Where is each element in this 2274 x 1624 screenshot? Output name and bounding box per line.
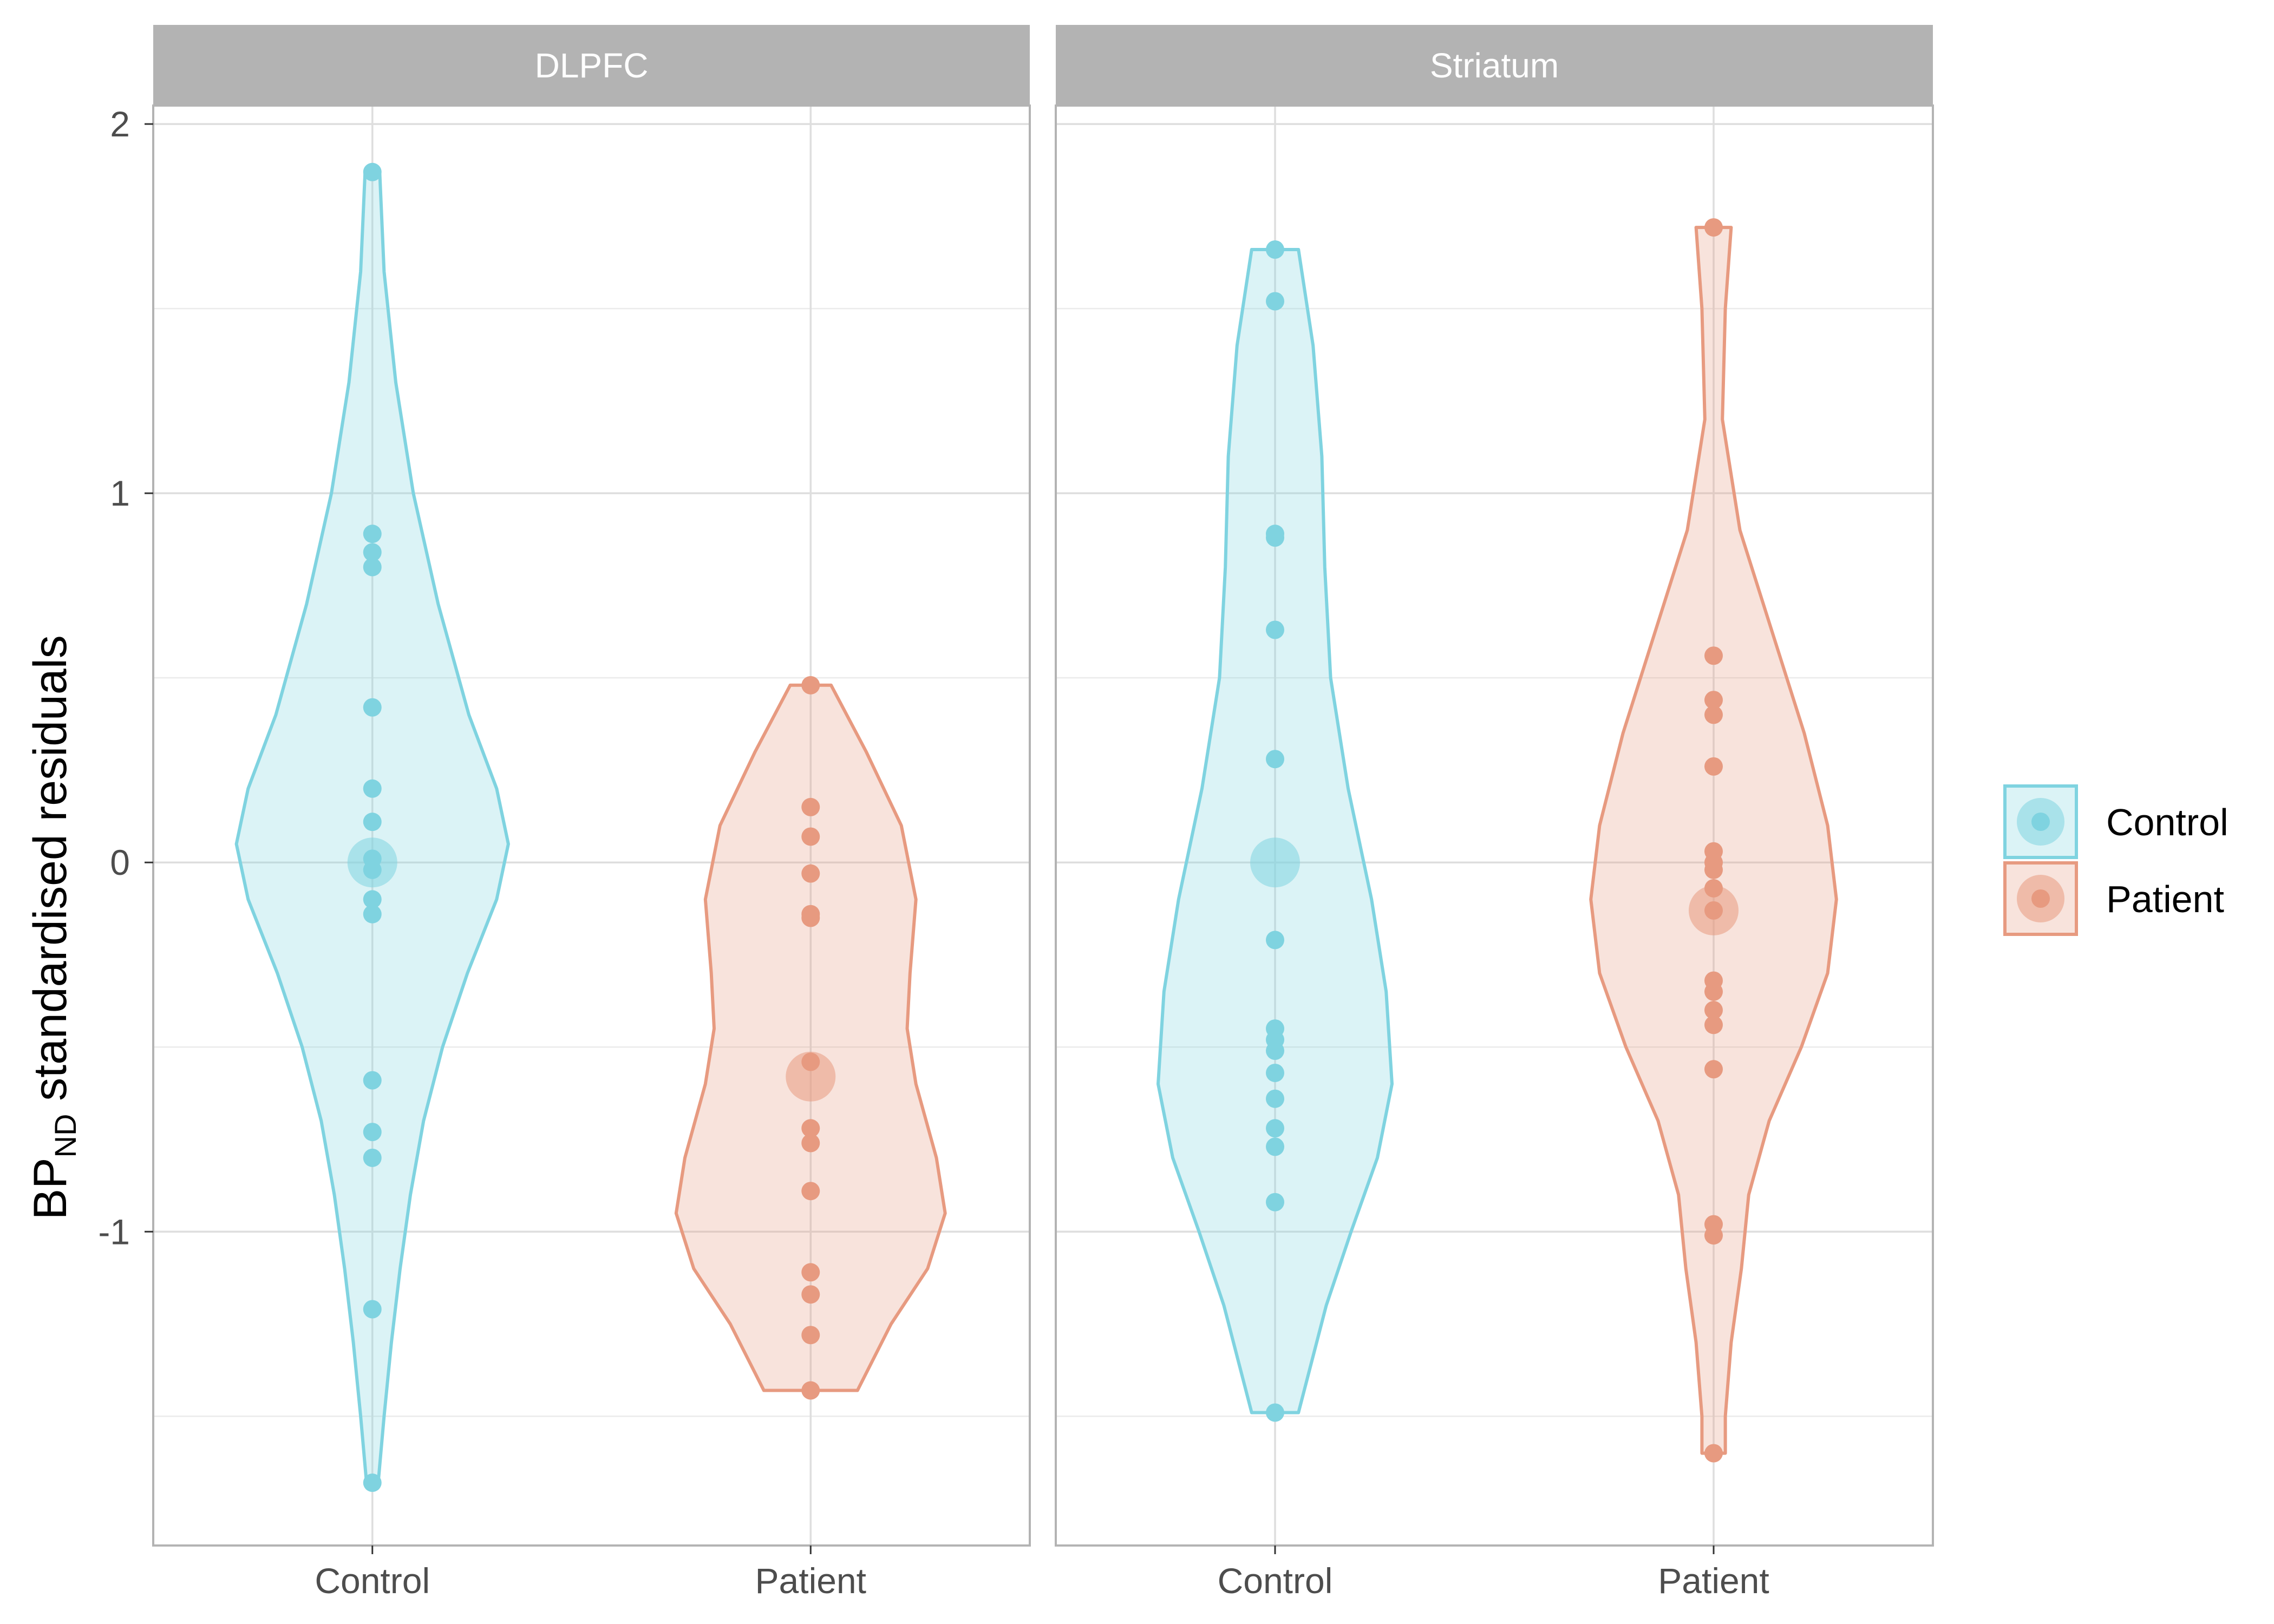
data-point [363,905,382,924]
panel-background [1056,106,1933,1546]
y-tick-label: -1 [98,1212,130,1252]
legend-label: Patient [2106,878,2224,920]
facet-title: DLPFC [535,46,649,85]
x-tick-label: Patient [1658,1561,1769,1601]
facet-strip [153,25,1030,106]
data-point [1704,1444,1723,1463]
legend-point-symbol [2031,813,2050,831]
violin-patient [674,683,947,1392]
data-point [1266,1119,1284,1138]
data-point [1266,1137,1284,1156]
panel-background [153,106,1030,1546]
data-point [1704,705,1723,724]
data-point [1266,931,1284,949]
violin-patient [1589,226,1838,1455]
y-axis-title-subscript: ND [48,1114,82,1158]
data-point [363,813,382,831]
x-tick-label: Control [315,1561,430,1601]
data-point [363,779,382,798]
data-point [801,864,820,883]
data-point [1704,860,1723,879]
data-point [801,1134,820,1152]
data-point [1266,1403,1284,1422]
data-point [1266,292,1284,311]
data-point [1704,757,1723,776]
data-point [1266,750,1284,769]
data-point [801,1285,820,1304]
data-point [363,543,382,562]
data-point [1266,240,1284,259]
data-point [1704,982,1723,1001]
data-point [1704,646,1723,665]
data-point [363,525,382,543]
y-axis-title-rest: standardised residuals [24,635,76,1114]
y-axis-title-main: BP [24,1157,76,1220]
data-point [801,1381,820,1400]
data-point [1266,1089,1284,1108]
legend-item-patient: Patient [2003,861,2224,936]
mean-marker [786,1051,836,1102]
data-point [363,162,382,181]
legend-item-control: Control [2003,784,2229,859]
data-point [801,908,820,927]
data-point [801,676,820,695]
data-point [363,1300,382,1319]
mean-marker [1250,837,1300,888]
y-tick-label: 2 [110,104,130,144]
y-axis-title: BPND standardised residuals [24,635,82,1220]
data-point [363,1148,382,1167]
data-point [363,558,382,577]
data-point [801,1182,820,1201]
mean-marker [347,837,397,888]
facet-strip [1056,25,1933,106]
mean-marker [1689,885,1739,935]
x-tick-label: Patient [755,1561,866,1601]
legend-point-symbol [2031,889,2050,908]
data-point [363,698,382,717]
data-point [363,1123,382,1142]
x-tick-label: Control [1218,1561,1333,1601]
data-point [1704,691,1723,710]
data-point [801,1263,820,1282]
facet-title: Striatum [1430,46,1559,85]
data-point [801,1326,820,1345]
data-point [1266,1193,1284,1212]
data-point [1266,1063,1284,1082]
data-point [363,1071,382,1090]
data-point [363,890,382,909]
data-point [363,1474,382,1492]
data-point [1704,218,1723,237]
data-point [1704,1060,1723,1079]
data-point [801,1119,820,1138]
data-point [1266,1042,1284,1060]
y-tick-label: 0 [110,842,130,882]
legend-label: Control [2106,801,2229,843]
data-point [1266,528,1284,547]
data-point [1704,1016,1723,1034]
data-point [801,827,820,846]
data-point [801,797,820,816]
y-tick-label: 1 [110,473,130,513]
violin-control [1156,248,1394,1415]
data-point [1266,620,1284,639]
data-point [1704,1001,1723,1020]
data-point [1704,1226,1723,1245]
